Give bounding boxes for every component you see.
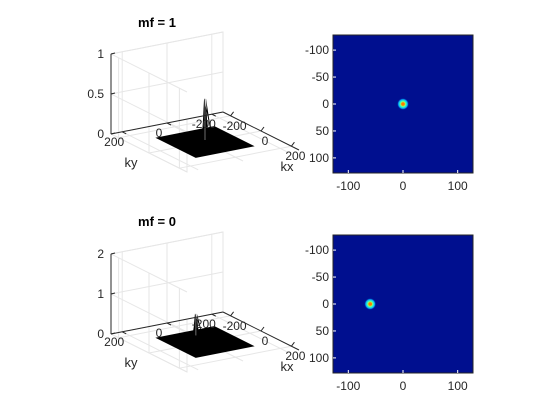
z-tick-mark — [110, 252, 116, 255]
surface-peak — [191, 313, 204, 340]
heatmap-spot-core — [368, 302, 372, 306]
x-tick-mark — [260, 126, 265, 132]
heatmap-y-tick-label: -100 — [305, 43, 329, 57]
z-tick-mark — [110, 52, 116, 55]
heatmap-y-tick-label: -100 — [305, 243, 329, 257]
x-tick-mark — [230, 311, 235, 317]
x-tick-label: 200 — [285, 149, 305, 163]
heatmap-y-tick-label: 50 — [316, 324, 330, 338]
z-tick-mark — [110, 332, 116, 335]
z-tick-mark — [110, 92, 116, 95]
y-tick-label: -200 — [192, 317, 216, 331]
heatmap-y-tick-label: -50 — [312, 270, 330, 284]
heatmap-y-tick-label: 50 — [316, 124, 330, 138]
heatmap-x-tick-label: 100 — [448, 379, 468, 393]
heatmap-y-tick-label: 100 — [309, 151, 329, 165]
z-tick-mark — [110, 292, 116, 295]
y-tick-label: 0 — [156, 126, 163, 140]
x-tick-label: -200 — [223, 119, 247, 133]
heatmap-y-tick-label: 0 — [322, 297, 329, 311]
y-tick-mark — [121, 131, 127, 135]
heatmap-y-tick-label: 100 — [309, 351, 329, 365]
z-tick-label: 1 — [97, 287, 104, 301]
x-tick-label: 0 — [262, 334, 269, 348]
y-tick-mark — [166, 122, 172, 126]
heatmap-x-tick-label: 100 — [448, 179, 468, 193]
surface-peak-shape — [200, 98, 213, 144]
y-tick-label: 200 — [104, 135, 124, 149]
x-tick-mark — [290, 341, 295, 347]
y-tick-mark — [211, 113, 217, 117]
x-tick-label: -200 — [223, 319, 247, 333]
z-tick-label: 1 — [97, 47, 104, 61]
x-axis-label: kx — [281, 159, 295, 174]
y-tick-label: -200 — [192, 117, 216, 131]
y-axis-label: ky — [125, 155, 139, 170]
surface-base — [155, 326, 255, 358]
y-tick-mark — [211, 313, 217, 317]
y-tick-mark — [166, 322, 172, 326]
surface-peak-shape — [191, 313, 204, 340]
y-tick-mark — [121, 331, 127, 335]
x-tick-label: 0 — [262, 134, 269, 148]
z-tick-label: 0.5 — [87, 87, 104, 101]
heatmap-x-tick-label: 0 — [400, 179, 407, 193]
heatmap-y-tick-label: -50 — [312, 70, 330, 84]
heatmap-x-tick-label: 0 — [400, 379, 407, 393]
heatmap-spot-core — [401, 102, 405, 106]
heatmap-y-tick-label: 0 — [322, 97, 329, 111]
z-tick-label: 0 — [97, 127, 104, 141]
surface-peak — [200, 98, 213, 144]
x-tick-mark — [260, 326, 265, 332]
y-tick-label: 0 — [156, 326, 163, 340]
heatmap-x-tick-label: -100 — [336, 379, 360, 393]
heatmap-x-tick-label: -100 — [336, 179, 360, 193]
y-tick-label: 200 — [104, 335, 124, 349]
x-axis-label: kx — [281, 359, 295, 374]
x-tick-mark — [230, 111, 235, 117]
z-tick-label: 0 — [97, 327, 104, 341]
heatmap-background — [333, 235, 473, 373]
z-tick-mark — [110, 132, 116, 135]
chart-title: mf = 0 — [138, 214, 176, 229]
x-tick-label: 200 — [285, 349, 305, 363]
x-tick-mark — [290, 141, 295, 147]
y-axis-label: ky — [125, 355, 139, 370]
chart-title: mf = 1 — [138, 15, 176, 30]
z-tick-label: 2 — [97, 247, 104, 261]
